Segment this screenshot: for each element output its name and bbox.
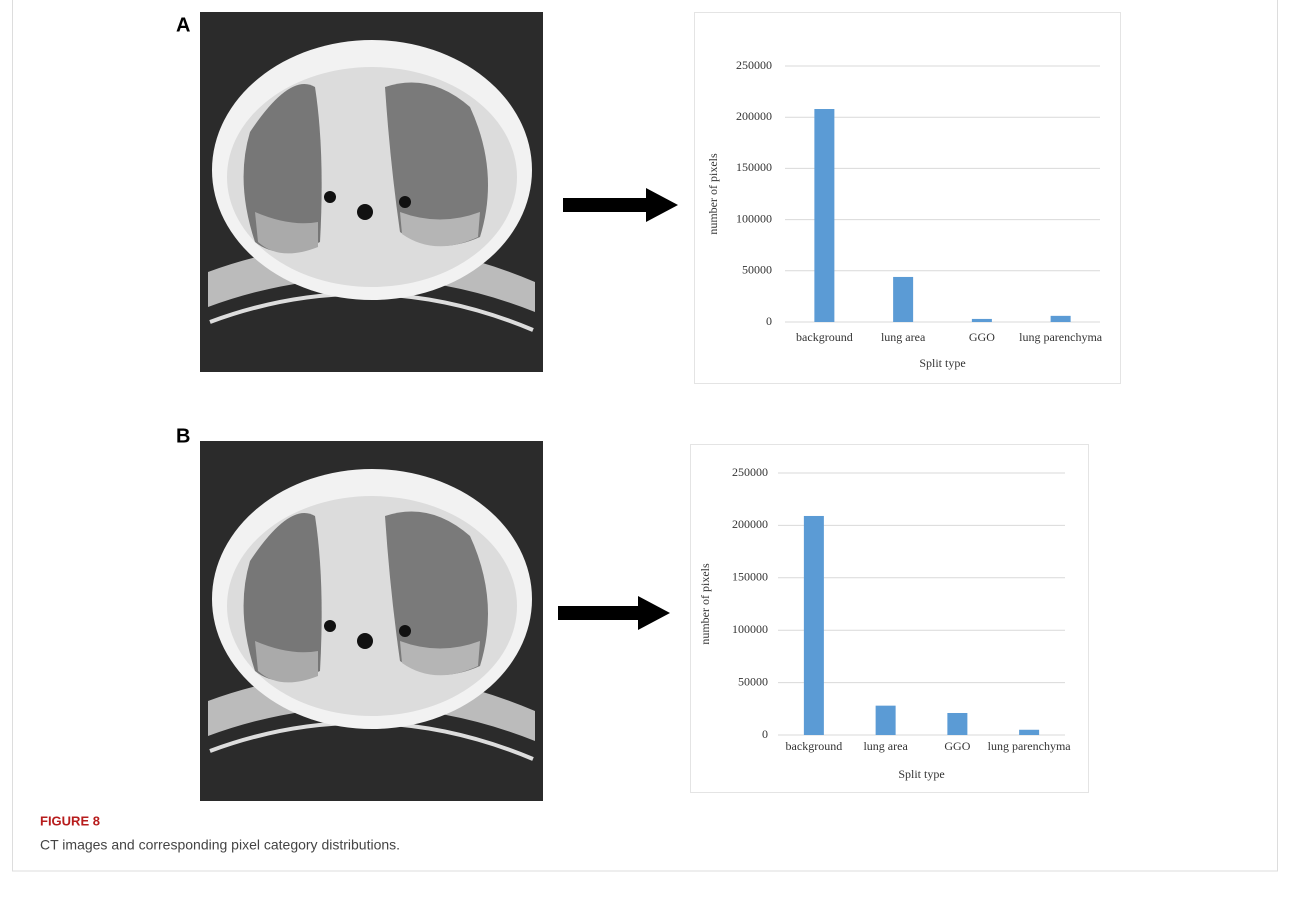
- y-tick-label: 100000: [732, 622, 768, 636]
- x-tick-label: GGO: [944, 739, 970, 753]
- x-axis-label: Split type: [919, 356, 965, 370]
- y-tick-label: 0: [762, 727, 768, 741]
- ct-image: [200, 441, 543, 801]
- x-tick-label: lung area: [863, 739, 908, 753]
- y-tick-label: 200000: [736, 109, 772, 123]
- x-tick-label: lung parenchyma: [1019, 330, 1103, 344]
- y-tick-label: 0: [766, 314, 772, 328]
- x-axis-label: Split type: [898, 767, 944, 781]
- figure-label: FIGURE 8: [40, 813, 100, 828]
- y-tick-label: 150000: [732, 570, 768, 584]
- y-tick-label: 50000: [738, 674, 768, 688]
- y-tick-label: 100000: [736, 211, 772, 225]
- figure-caption: CT images and corresponding pixel catego…: [40, 837, 400, 853]
- y-tick-label: 150000: [736, 160, 772, 174]
- bar: [1051, 316, 1071, 322]
- panel-label: B: [176, 425, 190, 447]
- x-tick-label: background: [786, 739, 843, 753]
- y-tick-label: 250000: [736, 58, 772, 72]
- figure: A B FIGURE 8 CT images and corresponding…: [0, 0, 1290, 892]
- page: {"figure": {"panels": ["A", "B"], "label…: [0, 0, 1290, 892]
- arrow: [563, 188, 678, 222]
- x-tick-label: lung area: [881, 330, 926, 344]
- y-tick-label: 50000: [742, 263, 772, 277]
- y-axis-label: number of pixels: [706, 153, 720, 235]
- bar: [876, 706, 896, 735]
- x-tick-label: background: [796, 330, 853, 344]
- panel-label: A: [176, 14, 190, 36]
- y-tick-label: 250000: [732, 465, 768, 479]
- ct-image: [200, 12, 543, 372]
- bar: [947, 713, 967, 735]
- arrow: [558, 596, 670, 630]
- x-tick-label: lung parenchyma: [988, 739, 1072, 753]
- y-tick-label: 200000: [732, 517, 768, 531]
- bar: [893, 277, 913, 322]
- bar: [804, 516, 824, 735]
- x-tick-label: GGO: [969, 330, 995, 344]
- y-axis-label: number of pixels: [698, 563, 712, 645]
- bar: [814, 109, 834, 322]
- bar: [972, 319, 992, 322]
- bar: [1019, 730, 1039, 735]
